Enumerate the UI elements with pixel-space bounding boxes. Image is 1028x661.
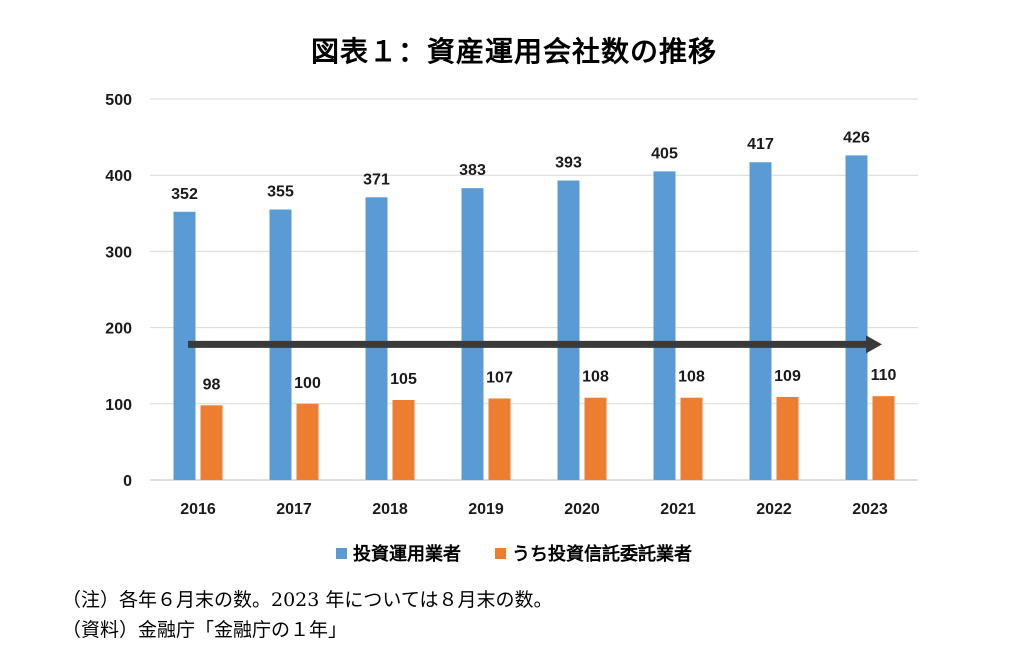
legend-label: 投資運用業者 (353, 544, 461, 565)
bar-series-2 (392, 399, 415, 480)
data-label: 107 (486, 369, 513, 386)
y-tick-label: 400 (105, 168, 132, 185)
legend: 投資運用業者 うち投資信託委託業者 (0, 540, 1028, 566)
x-tick-label: 2022 (756, 501, 792, 518)
bar-series-2 (296, 403, 319, 480)
bar-series-1 (749, 162, 772, 480)
data-label: 371 (363, 171, 390, 188)
legend-label: うち投資信託委託業者 (512, 544, 692, 565)
footnote-note: （注）各年６月末の数。2023 年については８月末の数。 (62, 589, 553, 611)
y-tick-label: 0 (123, 473, 132, 490)
data-label: 100 (294, 375, 321, 392)
bar-series-1 (653, 171, 676, 480)
y-tick-label: 300 (105, 244, 132, 261)
bar-series-1 (557, 180, 580, 480)
data-label: 98 (203, 376, 221, 393)
y-tick-label: 500 (105, 92, 132, 109)
data-label: 108 (678, 369, 705, 386)
bar-series-2 (872, 396, 895, 480)
bar-series-1 (365, 197, 388, 480)
y-tick-label: 200 (105, 321, 132, 338)
legend-swatch (495, 547, 506, 559)
x-tick-label: 2023 (852, 501, 888, 518)
legend-item-series-2: うち投資信託委託業者 (495, 540, 692, 566)
bar-series-2 (488, 398, 511, 480)
bar-series-2 (776, 396, 799, 480)
data-label: 110 (871, 367, 897, 384)
bars (173, 155, 895, 481)
x-tick-label: 2016 (180, 501, 216, 518)
bar-series-2 (200, 405, 223, 480)
data-label: 352 (171, 186, 198, 203)
data-label: 405 (651, 145, 678, 162)
bar-series-1 (845, 155, 868, 480)
trend-arrow (188, 335, 882, 354)
bar-series-2 (584, 397, 607, 480)
legend-swatch (336, 547, 347, 559)
footnote-source: （資料）金融庁「金融庁の１年」 (62, 619, 348, 641)
data-label: 417 (747, 136, 774, 153)
x-tick-label: 2019 (468, 501, 504, 518)
bar-series-1 (173, 211, 196, 480)
y-axis-ticks: 0 100 200 300 400 500 (105, 92, 132, 490)
x-axis-ticks: 2016 2017 2018 2019 2020 2021 2022 2023 (180, 501, 888, 518)
x-tick-label: 2017 (276, 501, 312, 518)
data-label: 355 (267, 183, 294, 200)
bar-chart: 0 100 200 300 400 500 2016 2017 2018 2019 2020 202… (105, 92, 918, 518)
data-label: 109 (774, 368, 801, 385)
x-tick-label: 2020 (564, 501, 600, 518)
bar-series-2 (680, 397, 703, 480)
data-label: 105 (390, 371, 417, 388)
legend-item-series-1: 投資運用業者 (336, 540, 461, 566)
footnotes: （注）各年６月末の数。2023 年については８月末の数。 （資料）金融庁「金融庁… (62, 585, 552, 645)
gridlines (150, 98, 918, 481)
data-label: 393 (555, 155, 582, 172)
y-tick-label: 100 (105, 397, 132, 414)
bar-series-1 (461, 188, 484, 481)
chart-title: 図表１：資産運用会社数の推移 (310, 35, 717, 68)
data-labels: 352 98 355 100 371 105 383 107 393 108 405 108 417 10… (171, 129, 896, 393)
arrow-head (866, 335, 882, 354)
data-label: 426 (843, 129, 870, 146)
data-label: 108 (582, 369, 609, 386)
x-tick-label: 2018 (372, 501, 408, 518)
x-tick-label: 2021 (660, 501, 696, 518)
data-label: 383 (459, 162, 486, 179)
